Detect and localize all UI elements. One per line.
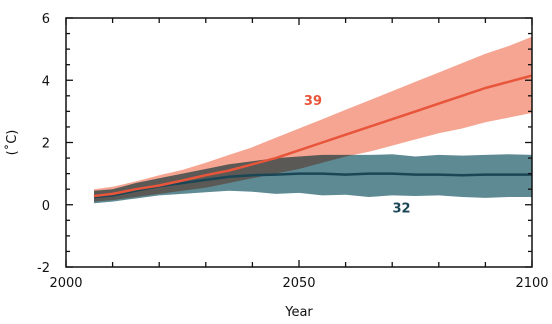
series-label-32: 32 — [392, 202, 410, 217]
y-tick-label: 4 — [42, 74, 50, 89]
y-tick-label: -2 — [37, 261, 50, 276]
x-tick-label: 2050 — [282, 276, 315, 291]
uncertainty-bands — [94, 36, 532, 204]
x-tick-label: 2000 — [49, 276, 82, 291]
band-series-39 — [94, 36, 532, 202]
series-label-39: 39 — [304, 94, 322, 109]
series-lines — [93, 74, 533, 199]
x-tick-label: 2100 — [515, 276, 548, 291]
y-tick-label: 0 — [42, 199, 50, 214]
y-tick-label: 6 — [42, 12, 50, 27]
series-labels: 32 39 — [304, 94, 411, 216]
band-series-32 — [94, 154, 532, 204]
x-axis-title: Year — [284, 305, 313, 320]
y-tick-label: 2 — [42, 137, 50, 152]
y-axis-title: (˚C) — [4, 130, 20, 156]
axis-ticks — [65, 17, 533, 268]
tick-labels: 2000 2050 2100 -2 0 2 4 6 — [37, 12, 549, 291]
line-series-39 — [93, 74, 533, 198]
